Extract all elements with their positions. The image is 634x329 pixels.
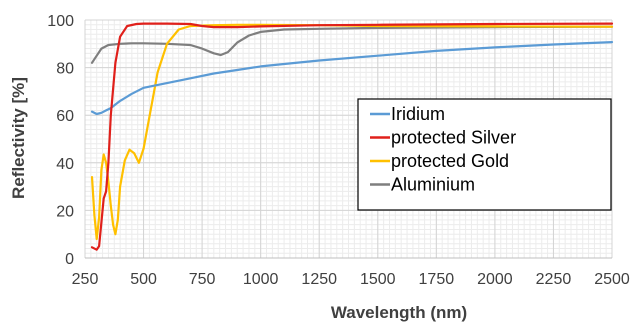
legend-label-aluminium: Aluminium xyxy=(391,175,475,195)
x-tick-label: 1500 xyxy=(360,271,396,288)
x-tick-label: 1000 xyxy=(243,271,279,288)
y-tick-label: 80 xyxy=(56,61,74,78)
legend-label-iridium: Iridium xyxy=(391,104,445,124)
y-tick-label: 100 xyxy=(47,13,74,30)
legend-label-protected-gold: protected Gold xyxy=(391,151,509,171)
x-tick-label: 2250 xyxy=(536,271,572,288)
x-tick-label: 1250 xyxy=(301,271,337,288)
x-tick-label: 750 xyxy=(189,271,216,288)
x-tick-label: 2000 xyxy=(477,271,513,288)
legend-box xyxy=(357,98,612,211)
series-line-protected-gold xyxy=(90,23,614,241)
x-tick-label: 1750 xyxy=(419,271,455,288)
series-line-iridium xyxy=(90,40,614,116)
series-line-protected-silver xyxy=(90,22,614,251)
legend: Iridium protected Silver protected Gold Alu… xyxy=(357,98,612,211)
y-tick-label: 60 xyxy=(56,108,74,125)
x-tick-label: 250 xyxy=(72,271,99,288)
y-tick-label: 40 xyxy=(56,156,74,173)
x-tick-label: 2500 xyxy=(594,271,630,288)
x-tick-label: 500 xyxy=(130,271,157,288)
tick-labels: 250 500 750 1000 1250 1500 1750 2000 2250 2500 0 20… xyxy=(47,13,630,288)
series-layer xyxy=(90,22,614,251)
x-axis-title: Wavelength (nm) xyxy=(331,303,467,322)
y-tick-label: 20 xyxy=(56,203,74,220)
y-axis-title: Reflectivity [%] xyxy=(9,77,28,199)
series-line-aluminium xyxy=(90,25,614,64)
y-tick-label: 0 xyxy=(65,251,74,268)
legend-label-protected-silver: protected Silver xyxy=(391,128,516,148)
